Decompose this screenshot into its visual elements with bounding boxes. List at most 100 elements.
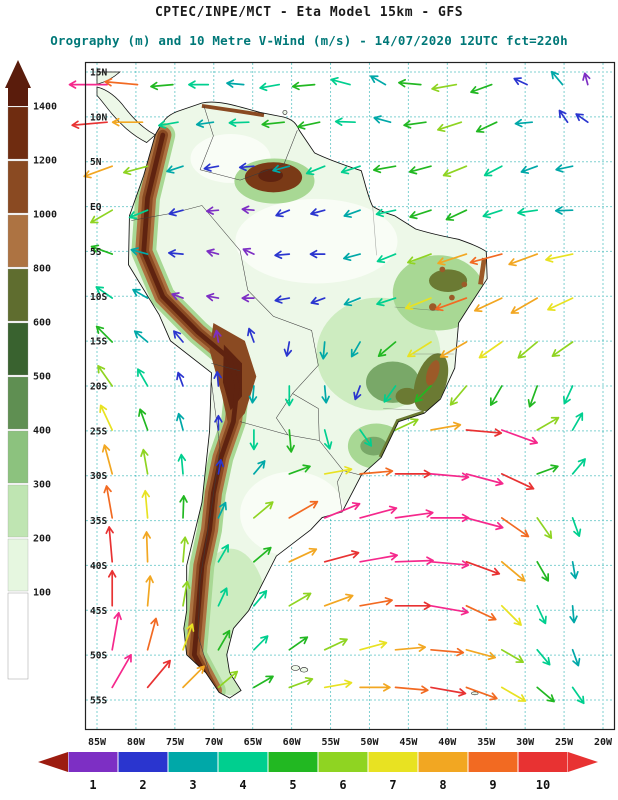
wind-arrow [409,207,432,220]
lon-label: 45W [399,737,418,748]
wind-arrow [324,679,352,690]
wind-arrow [399,79,422,88]
wind-arrow [181,664,207,690]
wind-speed-label: 5 [289,778,296,792]
guiana-tepuis [258,169,283,182]
wind-arrow [180,496,188,518]
wind-arrow [431,558,469,568]
wind-arrow [151,81,174,90]
wind-arrow [360,684,390,691]
lat-label: 30S [90,471,107,482]
orography-colorbar-segment [8,485,28,537]
wind-arrow [430,421,461,433]
wind-arrow [500,684,527,703]
wind-colorbar-segment [369,752,418,772]
orography-colorbar-segment [8,107,28,159]
borborema-plateau [429,269,467,292]
orography-tick-label: 300 [33,480,51,491]
wind-arrow [500,559,527,583]
wind-arrow [135,367,151,387]
lat-label: 50S [90,651,107,662]
lon-label: 25W [555,737,574,748]
orography-colorbar-segment [8,593,28,679]
orography-colorbar: 140012001000800600500400300200100 [5,60,57,679]
wind-arrow [526,385,540,408]
wind-arrow [536,415,561,433]
wind-arrow [175,371,186,387]
orography-tick-label: 1400 [33,102,57,113]
wind-arrow [445,207,468,222]
wind-arrow [359,505,397,521]
wind-speed-label: 7 [389,778,396,792]
wind-arrow [395,557,433,565]
wind-arrow [536,463,559,477]
lon-label: 65W [244,737,263,748]
wind-speed-label: 9 [489,778,496,792]
wind-colorbar-segment [169,752,218,772]
wind-arrow [465,684,498,701]
wind-arrow [569,649,581,667]
wind-arrow [535,685,556,704]
wind-arrow [545,251,573,263]
wind-arrow [582,73,592,86]
wind-speed-label: 3 [189,778,196,792]
map-plot: 85W80W75W70W65W60W55W50W45W40W35W30W25W2… [70,63,615,749]
wind-arrow [431,515,469,522]
terrain-speckle [461,282,467,288]
wind-arrow [140,449,151,474]
wind-arrow [442,163,467,179]
lat-label: 5S [90,247,102,258]
page-subtitle: Orography (m) and 10 Metre V-Wind (m/s) … [50,33,568,48]
wind-arrow [189,81,208,88]
wind-arrow [466,515,504,531]
wind-arrow [396,602,431,609]
lat-label: 55S [90,696,107,707]
wind-arrow [144,618,159,651]
wind-arrow [550,339,574,359]
wind-colorbar-segment [319,752,368,772]
falkland-west-island [291,666,300,671]
wind-arrow [324,592,354,609]
wind-arrow [483,163,503,178]
orography-colorbar-segment [8,269,28,321]
orography-tick-label: 400 [33,426,51,437]
orography-colorbar-segment [8,377,28,429]
lon-label: 60W [283,737,302,748]
wind-arrow [288,546,318,565]
wind-arrow [431,81,456,92]
wind-arrow [437,119,462,133]
wind-arrow [103,485,115,518]
wind-colorbar-segment [69,752,118,772]
wind-arrow [570,411,586,431]
wind-arrow [106,527,116,562]
lon-label: 35W [477,737,496,748]
wind-arrow [518,207,538,216]
lat-label: 10N [90,112,107,123]
lon-label: 80W [127,737,146,748]
falkland-east-island [300,668,308,673]
wind-arrow [466,647,497,661]
wind-arrow [373,163,396,174]
wind-arrow [260,81,280,91]
wind-arrow [561,385,575,405]
wind-arrow [373,115,391,126]
wind-arrow [508,251,538,268]
wind-arrow [515,119,532,127]
trinidad-island [283,110,287,114]
wind-speed-label: 6 [339,778,346,792]
lat-label: 5N [90,157,102,168]
chart-canvas: CPTEC/INPE/MCT - Eta Model 15km - GFS Or… [0,0,618,800]
lat-label: 25S [90,426,107,437]
wind-arrow [501,427,539,446]
wind-arrow [510,295,539,316]
wind-arrow [396,471,431,478]
wind-arrow [574,111,590,125]
lon-label: 50W [360,737,379,748]
wind-arrow [534,560,551,582]
wind-arrow [105,78,138,88]
wind-arrow [478,339,504,360]
orography-colorbar-arrow [5,60,31,106]
orography-colorbar-segment [8,539,28,591]
wind-speed-label: 8 [439,778,446,792]
lon-label: 70W [205,737,224,748]
